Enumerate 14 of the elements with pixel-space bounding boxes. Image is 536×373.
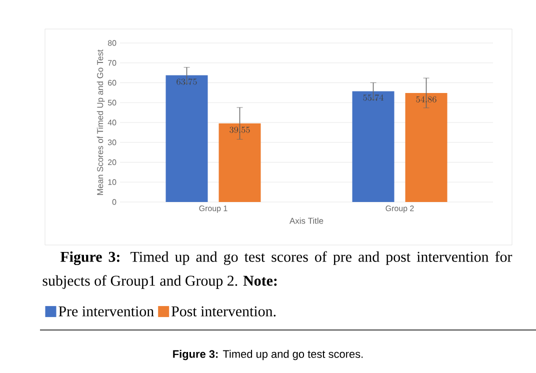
bar	[405, 92, 448, 202]
data-label: 54.86	[416, 96, 436, 102]
data-label: 63.75	[176, 78, 197, 85]
text: Figure 3: Timed up and go test scores.	[173, 350, 363, 360]
legend-label: Post intervention.	[172, 306, 276, 316]
bar	[166, 75, 208, 202]
text: Figure 3: Timed up and go test scores of pre and post intervention for subjects of Group1 and Group 2. Note:	[42, 251, 512, 289]
x-axis-title: Axis Title	[290, 218, 324, 224]
bar	[352, 91, 394, 202]
data-label: 55.74	[363, 94, 384, 101]
data-label: 39.55	[230, 126, 250, 133]
legend-label: Pre intervention	[58, 306, 154, 316]
y-axis-title: Mean Scores of Timed Up and Go Test	[96, 50, 105, 195]
bar	[218, 123, 261, 202]
